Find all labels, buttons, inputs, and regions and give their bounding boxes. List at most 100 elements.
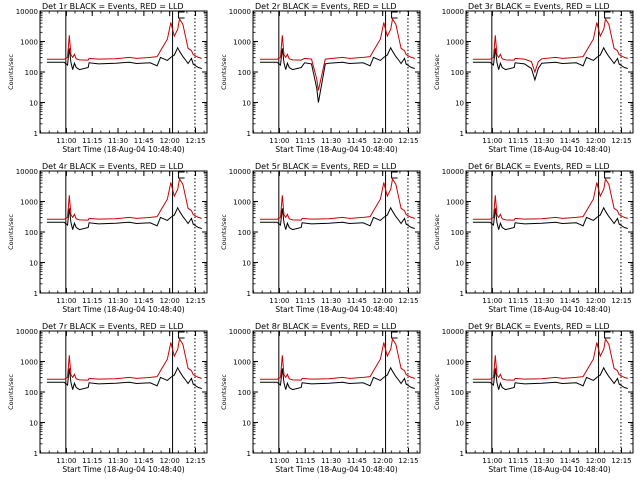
x-tick-label: 11:30 [108,137,128,145]
panel-det-7: Det 7r BLACK = Events, RED = LLD 1 10 100 10… [7,322,208,474]
x-tick-label: 11:15 [82,457,102,465]
y-tick-label: 1000 [20,359,38,367]
chart-title: Det 7r BLACK = Events, RED = LLD [42,322,184,331]
y-tick-label: 1000 [233,359,251,367]
x-tick-label: 11:30 [534,457,554,465]
series-lld-line [46,177,202,221]
x-tick-label: 11:15 [82,297,102,305]
y-tick-label: 10 [242,100,251,108]
bracket-mark [178,331,185,339]
x-axis-label: Start Time (18-Aug-04 10:48:40) [488,145,610,154]
x-tick-label: 12:15 [611,137,631,145]
x-tick-label: 11:00 [269,137,289,145]
y-tick-label: 1000 [446,39,464,47]
y-tick-label: 10000 [442,168,464,176]
x-tick-label: 12:15 [185,297,205,305]
y-tick-label: 1 [247,130,251,138]
x-tick-label: 12:15 [185,137,205,145]
x-axis-label: Start Time (18-Aug-04 10:48:40) [488,465,610,474]
x-tick-label: 11:45 [560,297,580,305]
x-axis-label: Start Time (18-Aug-04 10:48:40) [62,305,184,314]
x-tick-label: 11:30 [108,297,128,305]
x-tick-label: 11:45 [560,457,580,465]
panel-det-8: Det 8r BLACK = Events, RED = LLD 1 10 100 10… [220,322,421,474]
y-axis-label: Counts/sec [7,214,15,250]
x-tick-label: 12:00 [586,137,606,145]
bracket-mark [604,331,611,339]
bracket-mark [604,11,611,19]
series-events-line [472,46,628,82]
x-tick-label: 11:45 [134,137,154,145]
x-tick-label: 11:45 [347,297,367,305]
y-tick-label: 10 [455,100,464,108]
y-tick-label: 10000 [16,8,38,16]
y-axis-label: Counts/sec [433,214,441,250]
x-tick-label: 11:15 [295,297,315,305]
y-tick-label: 1000 [233,199,251,207]
x-tick-label: 12:15 [185,457,205,465]
y-tick-label: 10 [242,260,251,268]
y-tick-label: 1 [460,450,464,458]
y-tick-label: 100 [25,229,38,237]
x-tick-label: 11:00 [482,297,502,305]
y-tick-label: 10 [29,420,38,428]
y-tick-label: 10 [29,260,38,268]
x-axis-label: Start Time (18-Aug-04 10:48:40) [488,305,610,314]
y-axis-label: Counts/sec [220,54,228,90]
y-tick-label: 1000 [446,359,464,367]
x-tick-label: 12:00 [586,297,606,305]
y-tick-label: 100 [451,69,464,77]
series-events-line [259,366,415,391]
y-tick-label: 1000 [446,199,464,207]
chart-title: Det 9r BLACK = Events, RED = LLD [468,322,610,331]
series-lld-line [259,17,415,91]
panel-det-6: Det 6r BLACK = Events, RED = LLD 1 10 100 10… [433,162,634,314]
y-tick-label: 100 [25,69,38,77]
y-tick-label: 10000 [229,328,251,336]
y-tick-label: 1000 [20,199,38,207]
bracket-mark [604,171,611,179]
x-tick-label: 12:15 [398,137,418,145]
y-tick-label: 10000 [229,168,251,176]
x-tick-label: 11:30 [321,457,341,465]
series-lld-line [46,337,202,381]
y-axis-label: Counts/sec [7,54,15,90]
y-tick-label: 100 [25,389,38,397]
x-tick-label: 11:15 [508,137,528,145]
x-tick-label: 11:45 [134,457,154,465]
y-tick-label: 10000 [16,328,38,336]
series-events-line [46,206,202,231]
y-tick-label: 1 [460,130,464,138]
x-tick-label: 12:00 [373,137,393,145]
x-tick-label: 12:00 [586,457,606,465]
x-tick-label: 11:15 [508,297,528,305]
series-events-line [259,206,415,231]
bracket-mark [391,171,398,179]
bracket-mark [178,11,185,19]
x-tick-label: 11:00 [56,137,76,145]
series-lld-line [472,337,628,381]
x-tick-label: 11:15 [295,457,315,465]
y-axis-label: Counts/sec [220,214,228,250]
y-tick-label: 1 [247,450,251,458]
y-axis-label: Counts/sec [433,54,441,90]
y-axis-label: Counts/sec [433,374,441,410]
bracket-mark [391,11,398,19]
x-tick-label: 12:15 [398,457,418,465]
panel-det-4: Det 4r BLACK = Events, RED = LLD 1 10 100 10… [7,162,208,314]
series-events-line [259,46,415,103]
y-tick-label: 10000 [442,328,464,336]
y-tick-label: 1 [34,130,38,138]
chart-title: Det 2r BLACK = Events, RED = LLD [255,2,397,11]
x-tick-label: 11:00 [269,457,289,465]
panel-det-9: Det 9r BLACK = Events, RED = LLD 1 10 100 10… [433,322,634,474]
x-axis-label: Start Time (18-Aug-04 10:48:40) [275,145,397,154]
x-axis-label: Start Time (18-Aug-04 10:48:40) [62,465,184,474]
y-tick-label: 10 [455,420,464,428]
x-tick-label: 11:15 [508,457,528,465]
x-tick-label: 11:15 [82,137,102,145]
x-tick-label: 12:00 [160,457,180,465]
series-lld-line [259,177,415,221]
